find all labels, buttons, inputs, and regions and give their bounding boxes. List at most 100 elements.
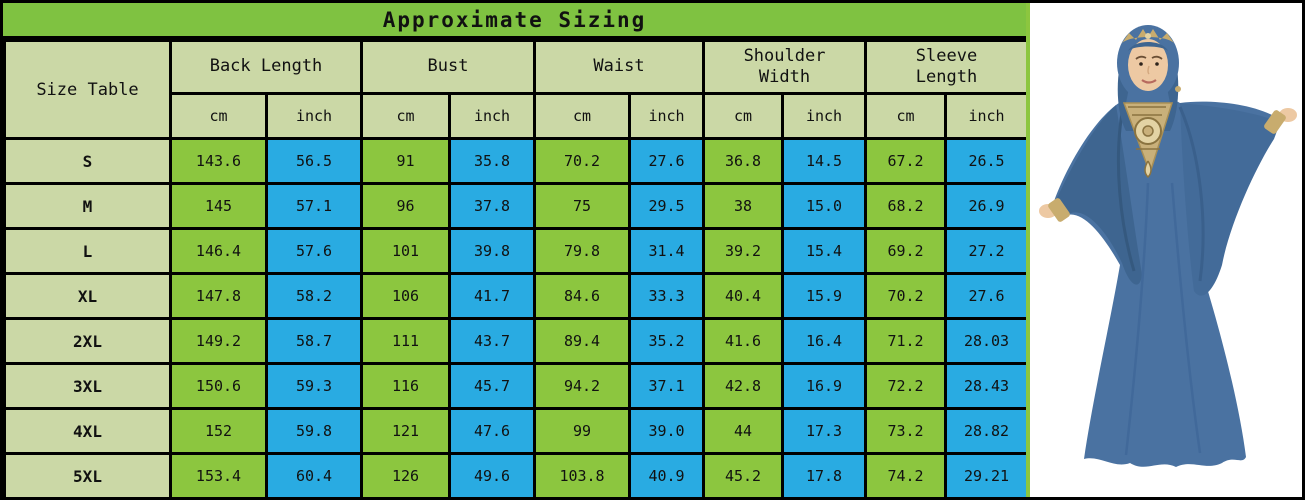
table-edge-divider — [1026, 3, 1030, 497]
skirt-fold — [1170, 182, 1202, 454]
column-group-label: Shoulder Width — [743, 45, 826, 87]
embroidery-medallion-center — [1142, 125, 1154, 137]
unit-header-cm: cm — [864, 92, 948, 140]
cm-value-cell: 45.2 — [702, 452, 785, 497]
batwing-sleeve-right — [1180, 103, 1280, 296]
cm-value-cell: 69.2 — [864, 227, 948, 275]
column-group-label: Waist — [593, 56, 645, 77]
cm-value-cell: 38 — [702, 182, 785, 230]
inch-value-cell: 28.43 — [944, 362, 1030, 410]
cm-value-cell: 39.2 — [702, 227, 785, 275]
inch-value-cell: 45.7 — [447, 362, 537, 410]
table-row: S 143.6 56.5 91 35.8 70.2 27.6 36.8 14.5 67.2 26.5 — [3, 137, 1030, 185]
cm-value-cell: 96 — [360, 182, 451, 230]
size-label: 2XL — [3, 317, 172, 365]
cm-value-cell: 70.2 — [533, 137, 632, 185]
inch-value-cell: 15.4 — [781, 227, 868, 275]
unit-header-cm: cm — [533, 92, 632, 140]
face — [1128, 39, 1168, 91]
cm-value-cell: 42.8 — [702, 362, 785, 410]
inch-value-cell: 56.5 — [265, 137, 363, 185]
embroidery-lace — [1128, 106, 1166, 150]
inch-value-cell: 40.9 — [628, 452, 706, 497]
table-row: M 145 57.1 96 37.8 75 29.5 38 15.0 68.2 26.9 — [3, 182, 1030, 230]
cm-value-cell: 89.4 — [533, 317, 632, 365]
embroidery-pendant — [1144, 160, 1152, 179]
inch-value-cell: 29.21 — [944, 452, 1030, 497]
cm-value-cell: 44 — [702, 407, 785, 455]
headpiece-jewel — [1145, 33, 1151, 39]
inch-value-cell: 15.9 — [781, 272, 868, 320]
inch-value-cell: 28.82 — [944, 407, 1030, 455]
gold-cuff-right — [1264, 110, 1286, 134]
size-label: XL — [3, 272, 172, 320]
corner-header: Size Table — [3, 39, 172, 140]
column-group-sleeve-length: Sleeve Length — [864, 39, 1030, 95]
size-label: L — [3, 227, 172, 275]
unit-header-inch: inch — [944, 92, 1030, 140]
cm-value-cell: 143.6 — [169, 137, 268, 185]
inch-value-cell: 35.8 — [447, 137, 537, 185]
inch-value-cell: 27.6 — [628, 137, 706, 185]
column-group-shoulder-width: Shoulder Width — [702, 39, 868, 95]
cm-value-cell: 67.2 — [864, 137, 948, 185]
skirt-fold — [1124, 182, 1150, 456]
cm-value-cell: 116 — [360, 362, 451, 410]
size-table-panel: Approximate Sizing Size Table Back Lengt… — [3, 3, 1030, 497]
cm-value-cell: 40.4 — [702, 272, 785, 320]
inch-value-cell: 26.5 — [944, 137, 1030, 185]
inch-value-cell: 16.9 — [781, 362, 868, 410]
size-label: 5XL — [3, 452, 172, 497]
inch-value-cell: 17.3 — [781, 407, 868, 455]
inch-value-cell: 29.5 — [628, 182, 706, 230]
unit-header-cm: cm — [169, 92, 268, 140]
unit-header-inch: inch — [781, 92, 868, 140]
unit-header-cm: cm — [702, 92, 785, 140]
eye — [1155, 62, 1159, 66]
inch-value-cell: 15.0 — [781, 182, 868, 230]
cm-value-cell: 153.4 — [169, 452, 268, 497]
column-group-bust: Bust — [359, 39, 537, 95]
cm-value-cell: 126 — [360, 452, 451, 497]
inch-value-cell: 47.6 — [447, 407, 537, 455]
inch-value-cell: 57.1 — [265, 182, 363, 230]
cm-value-cell: 41.6 — [702, 317, 785, 365]
cm-value-cell: 84.6 — [533, 272, 632, 320]
unit-header-inch: inch — [447, 92, 537, 140]
table-row: 2XL 149.2 58.7 111 43.7 89.4 35.2 41.6 16.4 71.2 2… — [3, 317, 1030, 365]
nose — [1147, 65, 1150, 75]
cm-value-cell: 75 — [533, 182, 632, 230]
inch-value-cell: 26.9 — [944, 182, 1030, 230]
cm-value-cell: 79.8 — [533, 227, 632, 275]
inch-value-cell: 43.7 — [447, 317, 537, 365]
group-header-row: Size Table Back Length Bust Waist Should… — [3, 39, 1030, 140]
column-group-label: Back Length — [209, 56, 323, 77]
inch-value-cell: 39.0 — [628, 407, 706, 455]
cm-value-cell: 70.2 — [864, 272, 948, 320]
unit-header-inch: inch — [628, 92, 706, 140]
inch-value-cell: 39.8 — [447, 227, 537, 275]
cm-value-cell: 150.6 — [169, 362, 268, 410]
cm-value-cell: 99 — [533, 407, 632, 455]
cm-value-cell: 149.2 — [169, 317, 268, 365]
size-table: Size Table Back Length Bust Waist Should… — [3, 39, 1030, 497]
size-label: 4XL — [3, 407, 172, 455]
table-row: L 146.4 57.6 101 39.8 79.8 31.4 39.2 15.4 69.2 27.… — [3, 227, 1030, 275]
inch-value-cell: 59.8 — [265, 407, 363, 455]
inch-value-cell: 14.5 — [781, 137, 868, 185]
cm-value-cell: 152 — [169, 407, 268, 455]
inch-value-cell: 35.2 — [628, 317, 706, 365]
inch-value-cell: 60.4 — [265, 452, 363, 497]
eyebrow — [1151, 55, 1163, 60]
cm-value-cell: 103.8 — [533, 452, 632, 497]
cm-value-cell: 145 — [169, 182, 268, 230]
size-label: 3XL — [3, 362, 172, 410]
table-row: XL 147.8 58.2 106 41.7 84.6 33.3 40.4 15.9 70.2 27… — [3, 272, 1030, 320]
inch-value-cell: 58.7 — [265, 317, 363, 365]
eye — [1139, 62, 1143, 66]
inch-value-cell: 59.3 — [265, 362, 363, 410]
inch-value-cell: 17.8 — [781, 452, 868, 497]
table-row: 5XL 153.4 60.4 126 49.6 103.8 40.9 45.2 17.8 74.2… — [3, 452, 1030, 497]
cm-value-cell: 68.2 — [864, 182, 948, 230]
